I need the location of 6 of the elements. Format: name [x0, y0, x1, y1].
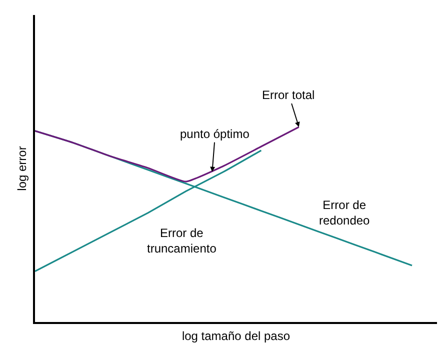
text: Error total — [262, 88, 315, 102]
annotation: punto óptimo — [180, 127, 250, 141]
y-axis-title: log error — [14, 146, 29, 191]
series-label: Error de truncamiento — [147, 226, 217, 256]
x-axis-title: log tamaño del paso — [182, 328, 290, 343]
series-label: Error de redondeo — [319, 198, 370, 228]
